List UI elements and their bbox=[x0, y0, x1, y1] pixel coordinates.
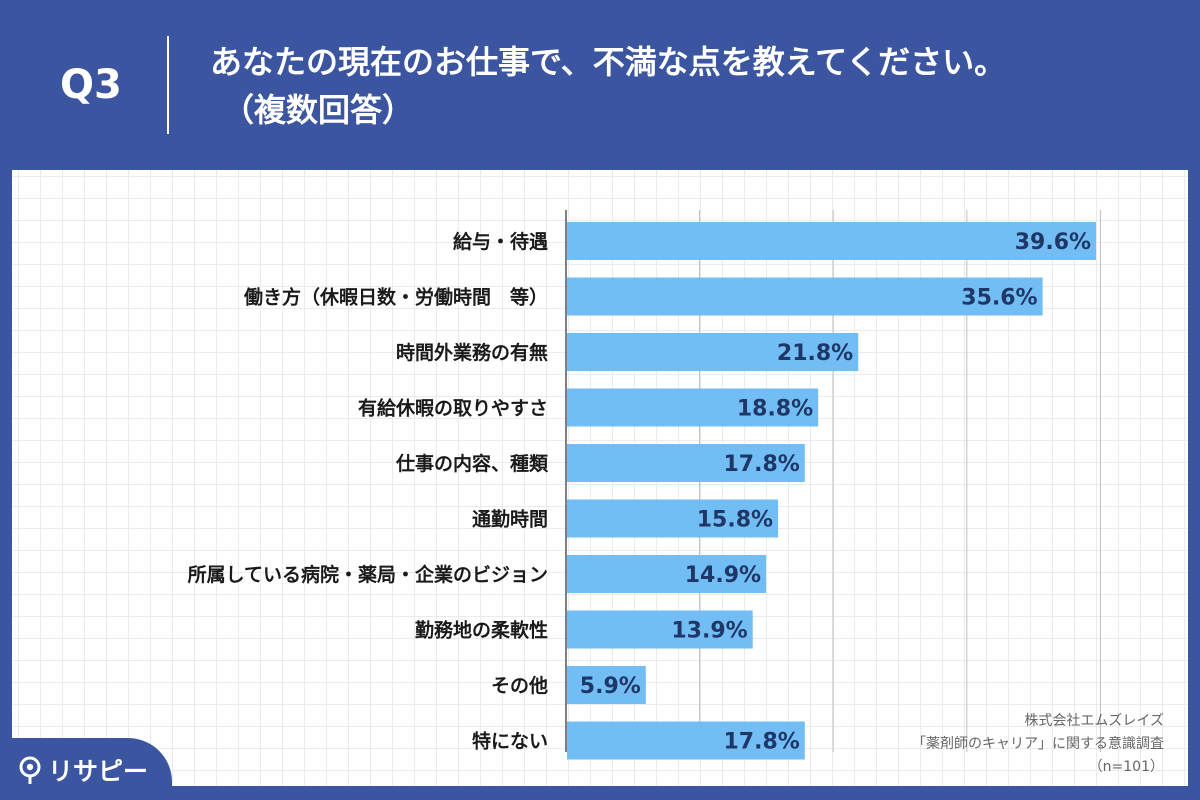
bar bbox=[567, 499, 779, 538]
question-number: Q3 bbox=[60, 62, 122, 108]
bar bbox=[567, 222, 1097, 260]
category-label: 勤務地の柔軟性 bbox=[415, 619, 548, 642]
value-label: 13.9% bbox=[671, 619, 747, 644]
bar bbox=[567, 277, 1043, 316]
question-title-line2: （複数回答） bbox=[222, 91, 415, 129]
logo-pin-icon bbox=[19, 756, 41, 784]
category-label: 特にない bbox=[472, 731, 548, 753]
bar bbox=[567, 444, 805, 482]
bar bbox=[567, 610, 753, 649]
bar bbox=[567, 555, 767, 593]
bar bbox=[567, 388, 819, 427]
question-title-line1: あなたの現在のお仕事で、不満な点を教えてください。 bbox=[210, 43, 1007, 81]
bar bbox=[567, 721, 805, 760]
header-divider bbox=[167, 36, 169, 134]
source-note: 株式会社エムズレイズ 「薬剤師のキャリア」に関する意識調査 （n=101） bbox=[912, 710, 1164, 779]
category-label: 仕事の内容、種類 bbox=[395, 452, 549, 475]
bar bbox=[567, 666, 646, 704]
header: Q3 あなたの現在のお仕事で、不満な点を教えてください。 （複数回答） bbox=[0, 0, 1200, 170]
logo-text: リサピー bbox=[48, 757, 149, 786]
source-sample-size: （n=101） bbox=[1088, 759, 1164, 775]
value-label: 39.6% bbox=[1015, 230, 1091, 255]
value-label: 17.8% bbox=[723, 730, 799, 755]
value-label: 14.9% bbox=[685, 563, 761, 588]
source-company: 株式会社エムズレイズ bbox=[1024, 713, 1164, 729]
logo: リサピー bbox=[18, 752, 148, 788]
value-label: 15.8% bbox=[697, 508, 773, 533]
value-label: 18.8% bbox=[737, 397, 813, 422]
category-label: 通勤時間 bbox=[472, 508, 548, 531]
question-title: あなたの現在のお仕事で、不満な点を教えてください。 （複数回答） bbox=[210, 38, 1170, 134]
category-label: 働き方（休暇日数・労働時間 等） bbox=[243, 286, 548, 309]
category-label: 時間外業務の有無 bbox=[396, 341, 548, 364]
category-label: その他 bbox=[491, 674, 548, 697]
bar bbox=[567, 333, 859, 371]
category-label: 給与・待遇 bbox=[453, 230, 548, 253]
value-label: 5.9% bbox=[580, 674, 641, 699]
value-label: 35.6% bbox=[961, 286, 1037, 311]
category-label: 有給休暇の取りやすさ bbox=[358, 397, 548, 420]
value-label: 17.8% bbox=[723, 452, 799, 477]
value-label: 21.8% bbox=[777, 341, 853, 366]
category-label: 所属している病院・薬局・企業のビジョン bbox=[188, 563, 548, 586]
source-survey: 「薬剤師のキャリア」に関する意識調査 bbox=[912, 736, 1164, 752]
